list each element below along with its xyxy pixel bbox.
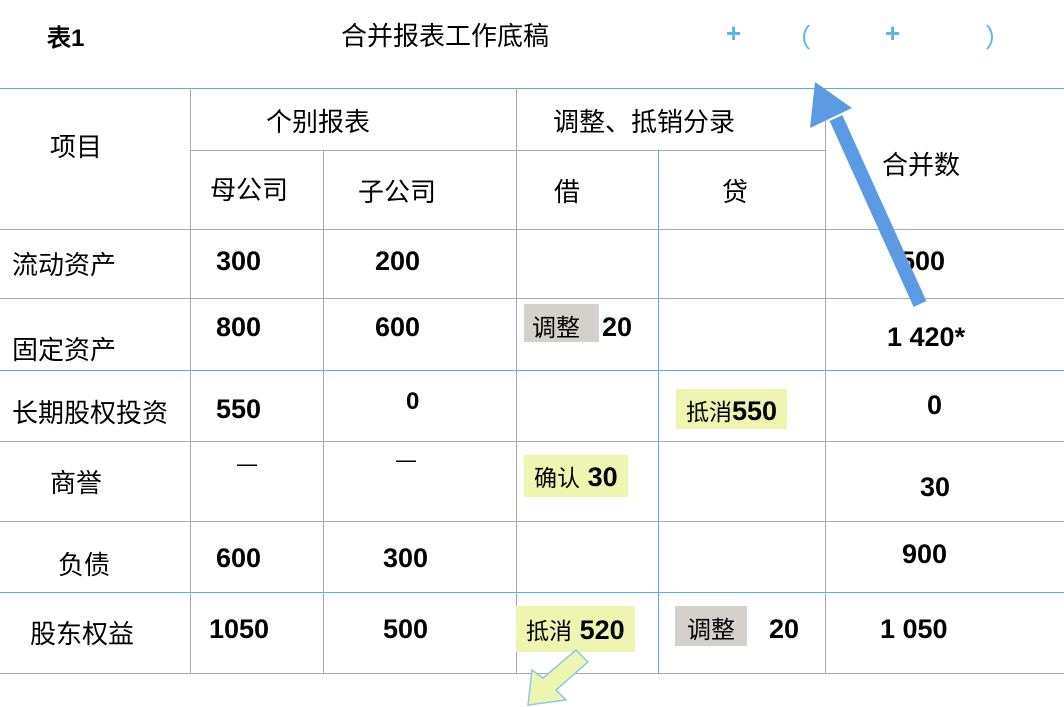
cell-sub: 200 <box>375 246 421 276</box>
cell-credit: 20 <box>769 614 800 644</box>
page-title: 合并报表工作底稿 <box>341 22 550 52</box>
formula-plus: + <box>726 18 742 48</box>
header-item: 项目 <box>50 133 103 163</box>
cell-debit: 20 <box>602 312 633 342</box>
row-item: 负债 <box>58 551 111 581</box>
cell-total: 1 050 <box>880 614 948 644</box>
header-sub: 子公司 <box>358 178 437 208</box>
row-item: 流动资产 <box>12 251 117 281</box>
cell-total: 30 <box>920 472 951 502</box>
cell-parent: 800 <box>216 312 262 342</box>
cell-parent: 1050 <box>209 614 270 644</box>
header-adjust: 调整、抵销分录 <box>553 108 736 138</box>
debit-tag: 抵消 520 <box>516 606 635 652</box>
header-debit: 借 <box>554 178 581 208</box>
header-individual: 个别报表 <box>266 108 371 138</box>
cell-sub: — <box>395 448 417 473</box>
cell-parent: 300 <box>216 246 262 276</box>
cell-total: 0 <box>927 390 943 420</box>
debit-tag: 确认 30 <box>524 455 628 497</box>
adjust-tag: 调整 <box>675 606 747 646</box>
cell-parent: 550 <box>216 394 262 424</box>
cell-parent: 600 <box>216 543 262 573</box>
row-item: 商誉 <box>50 469 103 499</box>
row-item: 股东权益 <box>30 620 135 650</box>
cell-sub: 0 <box>406 388 420 415</box>
cell-sub: 600 <box>375 312 421 342</box>
adjust-tag: 调整 <box>524 304 599 342</box>
cell-parent: — <box>236 452 258 477</box>
cell-total: 1 420* <box>887 322 966 352</box>
cell-sub: 500 <box>383 614 429 644</box>
arrow-down-left-icon <box>527 648 590 706</box>
header-credit: 贷 <box>722 178 749 208</box>
formula-plus: + <box>885 18 901 48</box>
arrow-up-left-icon <box>810 82 927 307</box>
formula-paren-close: ） <box>985 23 1012 53</box>
cell-total: 900 <box>902 539 948 569</box>
row-item: 长期股权投资 <box>12 399 169 429</box>
cell-sub: 300 <box>383 543 429 573</box>
formula-paren-open: （ <box>785 23 812 53</box>
header-parent: 母公司 <box>210 176 289 206</box>
header-consolidated: 合并数 <box>882 151 961 181</box>
credit-tag: 抵消550 <box>676 389 788 429</box>
table-label: 表1 <box>47 25 85 52</box>
row-item: 固定资产 <box>12 336 117 366</box>
